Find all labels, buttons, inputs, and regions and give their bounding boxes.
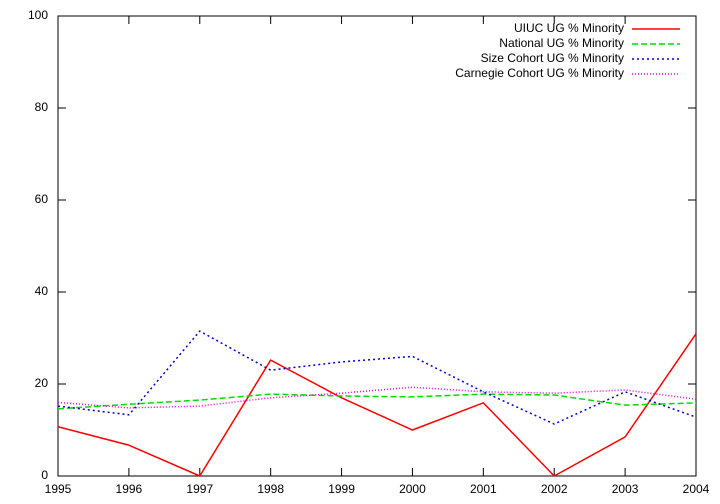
x-tick-label: 2001 (470, 482, 497, 496)
series-line (57, 333, 697, 477)
plot-frame (57, 15, 697, 477)
series-line (57, 386, 697, 409)
series-line (57, 330, 697, 425)
x-tick-label: 1997 (186, 482, 213, 496)
y-tick-label: 80 (35, 100, 49, 114)
legend-label: Size Cohort UG % Minority (481, 51, 624, 65)
x-tick-label: 1996 (116, 482, 143, 496)
series-line (57, 393, 697, 410)
x-tick-label: 2004 (683, 482, 710, 496)
x-tick-label: 1999 (328, 482, 355, 496)
legend-label: Carnegie Cohort UG % Minority (455, 66, 624, 80)
legend-label: UIUC UG % Minority (514, 21, 624, 35)
y-tick-label: 20 (35, 376, 49, 390)
x-tick-label: 1995 (45, 482, 72, 496)
y-tick-label: 40 (35, 284, 49, 298)
x-tick-label: 1998 (257, 482, 284, 496)
y-tick-label: 0 (41, 468, 48, 482)
x-tick-label: 2003 (612, 482, 639, 496)
x-tick-label: 2000 (399, 482, 426, 496)
x-tick-label: 2002 (541, 482, 568, 496)
legend-label: National UG % Minority (499, 36, 624, 50)
y-tick-label: 60 (35, 192, 49, 206)
y-tick-label: 100 (28, 8, 48, 22)
